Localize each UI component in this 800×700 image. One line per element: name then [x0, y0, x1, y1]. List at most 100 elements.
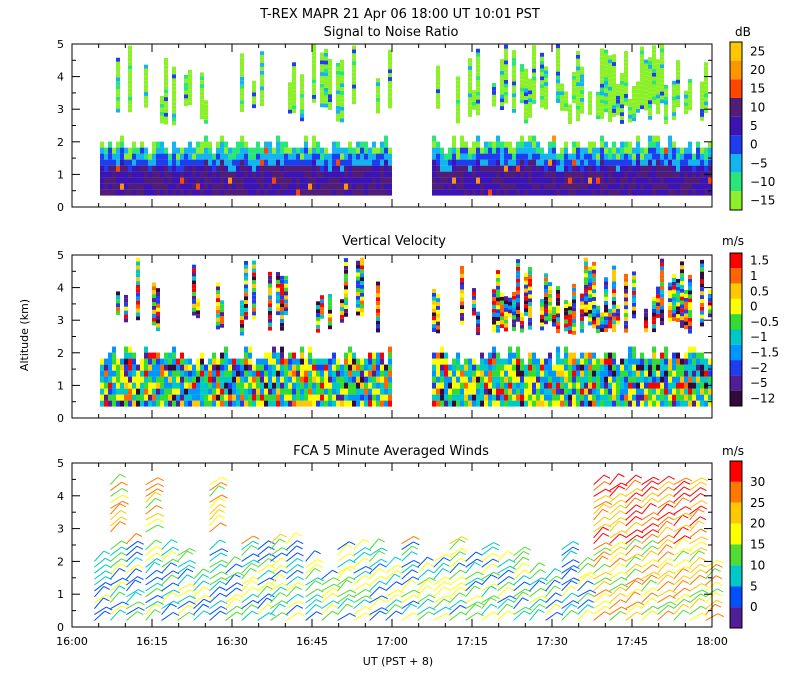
- heatmap-cell: [580, 301, 584, 306]
- heatmap-cell: [524, 68, 528, 73]
- heatmap-cell: [688, 286, 692, 291]
- heatmap-cell: [564, 388, 568, 395]
- heatmap-cell: [544, 316, 548, 321]
- heatmap-cell: [268, 183, 272, 190]
- heatmap-cell: [488, 394, 492, 401]
- heatmap-cell: [228, 400, 232, 407]
- heatmap-cell: [700, 89, 704, 94]
- heatmap-cell: [672, 400, 676, 407]
- heatmap-cell: [580, 82, 584, 87]
- wind-barb: [369, 558, 382, 568]
- heatmap-cell: [660, 60, 664, 65]
- heatmap-cell: [588, 321, 592, 326]
- heatmap-cell: [292, 101, 296, 106]
- heatmap-cell: [324, 68, 328, 73]
- heatmap-cell: [636, 165, 640, 172]
- heatmap-cell: [680, 189, 684, 196]
- wind-barb-flag: [120, 563, 128, 568]
- heatmap-cell: [572, 183, 576, 190]
- heatmap-cell: [164, 61, 168, 66]
- heatmap-cell: [252, 84, 256, 89]
- heatmap-cell: [308, 177, 312, 184]
- heatmap-cell: [208, 394, 212, 401]
- heatmap-cell: [592, 293, 596, 298]
- heatmap-cell: [228, 394, 232, 401]
- heatmap-cell: [504, 311, 508, 316]
- heatmap-cell: [568, 310, 572, 315]
- heatmap-cell: [608, 183, 612, 190]
- heatmap-cell: [260, 94, 264, 99]
- y-tick-label: 3: [57, 314, 64, 327]
- heatmap-cell: [252, 272, 256, 277]
- wind-barb: [209, 592, 221, 604]
- heatmap-cell: [176, 394, 180, 401]
- heatmap-cell: [512, 189, 516, 196]
- heatmap-cell: [176, 153, 180, 160]
- heatmap-cell: [528, 400, 532, 407]
- heatmap-cell: [372, 177, 376, 184]
- heatmap-cell: [700, 314, 704, 319]
- heatmap-cell: [484, 358, 488, 365]
- heatmap-cell: [560, 376, 564, 383]
- heatmap-cell: [528, 147, 532, 154]
- heatmap-cell: [204, 171, 208, 178]
- heatmap-cell: [456, 107, 460, 112]
- heatmap-cell: [668, 394, 672, 401]
- heatmap-cell: [512, 177, 516, 184]
- heatmap-cell: [548, 301, 552, 306]
- heatmap-cell: [616, 316, 620, 321]
- heatmap-cell: [660, 352, 664, 359]
- heatmap-cell: [608, 90, 612, 95]
- wind-barb: [433, 557, 444, 568]
- heatmap-cell: [580, 328, 584, 333]
- heatmap-cell: [652, 328, 656, 333]
- heatmap-cell: [524, 119, 528, 124]
- heatmap-cell: [204, 119, 208, 124]
- heatmap-cell: [172, 66, 176, 71]
- heatmap-cell: [708, 141, 712, 148]
- heatmap-cell: [676, 302, 680, 307]
- heatmap-cell: [172, 352, 176, 359]
- heatmap-cell: [648, 171, 652, 178]
- heatmap-cell: [572, 95, 576, 100]
- heatmap-cell: [332, 358, 336, 365]
- heatmap-cell: [708, 309, 712, 314]
- wind-barb: [161, 562, 172, 574]
- heatmap-cell: [192, 171, 196, 178]
- heatmap-cell: [616, 159, 620, 166]
- heatmap-cell: [296, 358, 300, 365]
- heatmap-cell: [644, 316, 648, 321]
- heatmap-cell: [476, 159, 480, 166]
- heatmap-cell: [480, 153, 484, 160]
- heatmap-cell: [200, 376, 204, 383]
- wind-barb: [161, 582, 174, 592]
- heatmap-cell: [132, 189, 136, 196]
- wind-barb-flag: [119, 609, 127, 614]
- wind-barb: [270, 552, 282, 562]
- wind-barb-flag: [171, 539, 178, 544]
- heatmap-cell: [264, 364, 268, 371]
- heatmap-cell: [276, 147, 280, 154]
- heatmap-cell: [624, 66, 628, 71]
- wind-barb-flag: [234, 597, 242, 602]
- heatmap-cell: [512, 299, 516, 304]
- heatmap-cell: [196, 165, 200, 172]
- heatmap-cell: [492, 308, 496, 313]
- heatmap-cell: [316, 324, 320, 329]
- heatmap-cell: [468, 62, 472, 67]
- heatmap-cell: [324, 364, 328, 371]
- heatmap-cell: [616, 171, 620, 178]
- heatmap-cell: [256, 189, 260, 196]
- heatmap-cell: [680, 261, 684, 266]
- heatmap-cell: [672, 104, 676, 109]
- heatmap-cell: [508, 183, 512, 190]
- heatmap-cell: [700, 287, 704, 292]
- wind-barb-flag: [427, 569, 435, 574]
- heatmap-cell: [260, 66, 264, 71]
- heatmap-cell: [360, 183, 364, 190]
- heatmap-cell: [312, 87, 316, 92]
- heatmap-cell: [376, 97, 380, 102]
- heatmap-cell: [572, 75, 576, 80]
- heatmap-cell: [164, 352, 168, 359]
- heatmap-cell: [680, 292, 684, 297]
